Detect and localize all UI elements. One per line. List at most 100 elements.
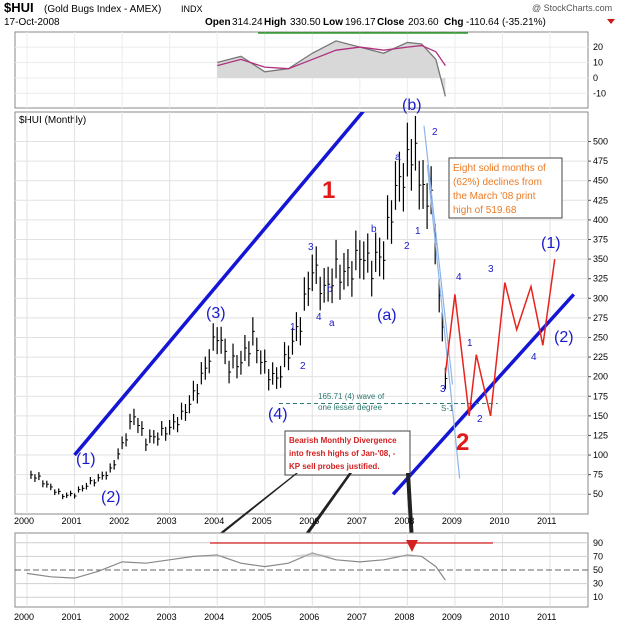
minor-b-mid: b xyxy=(327,284,333,295)
projection-2: 2 xyxy=(477,414,483,425)
orange-note-line-1: Eight solid months of xyxy=(453,163,546,174)
index-name: (Gold Bugs Index - AMEX) xyxy=(44,4,161,15)
x-tick-label: 2002 xyxy=(109,516,129,526)
minor-2-left: 2 xyxy=(300,361,306,372)
wave-2-paren-label: (2) xyxy=(101,489,121,506)
high-value: 330.50 xyxy=(290,17,321,28)
minor-2-top: 2 xyxy=(432,127,438,138)
rsi-x-tick-label: 2002 xyxy=(109,612,129,622)
orange-note-line-2: (62%) declines from xyxy=(453,177,542,188)
y-tick-label: 300 xyxy=(593,293,608,303)
rsi-x-tick-label: 2004 xyxy=(204,612,224,622)
minor-a-mid: a xyxy=(329,318,335,329)
y-tick-label: 325 xyxy=(593,274,608,284)
low-label: Low xyxy=(323,17,343,28)
chg-label: Chg xyxy=(444,17,463,28)
open-value: 314.24 xyxy=(232,17,263,28)
ohlc-readout: Open 314.24 High 330.50 Low 196.17 Close… xyxy=(205,17,615,28)
wave-1-paren-label: (1) xyxy=(76,451,96,468)
y-tick-label: 350 xyxy=(593,254,608,264)
y-tick-label: 425 xyxy=(593,195,608,205)
wave-b-label: (b) xyxy=(402,97,422,114)
macd-y-tick-label: 0 xyxy=(593,73,598,83)
minor-4-right: 4 xyxy=(456,272,462,283)
close-value: 203.60 xyxy=(408,17,439,28)
x-tick-label: 2009 xyxy=(442,516,462,526)
x-tick-label: 2007 xyxy=(347,516,367,526)
y-tick-label: 400 xyxy=(593,215,608,225)
minor-1-left: 1 xyxy=(290,322,296,333)
chg-value: -110.64 (-35.21%) xyxy=(466,17,546,28)
wave-3-paren-label: (3) xyxy=(206,305,226,322)
support-note-line-1: 165.71 (4) wave of xyxy=(318,392,385,401)
rsi-x-tick-label: 2011 xyxy=(537,612,556,622)
close-label: Close xyxy=(377,17,405,28)
y-tick-label: 100 xyxy=(593,450,608,460)
x-axis-rsi: 2000 2001 2002 2003 2004 2005 2006 2007 2008 2009… xyxy=(14,612,556,622)
rsi-y-tick-label: 70 xyxy=(593,551,603,561)
minor-b-top: b xyxy=(371,224,377,235)
panel-label: $HUI (Monthly) xyxy=(19,115,86,126)
x-tick-label: 2001 xyxy=(62,516,82,526)
rsi-y-tick-label: 90 xyxy=(593,538,603,548)
rsi-x-tick-label: 2005 xyxy=(252,612,272,622)
hui-chart: $HUI (Gold Bugs Index - AMEX) INDX 17-Oc… xyxy=(0,0,625,625)
macd-y-axis: -10 0 10 20 xyxy=(593,42,606,98)
red-note-box: Bearish Monthly Divergence into fresh hi… xyxy=(285,431,410,475)
exchange: INDX xyxy=(181,4,203,14)
chart-date: 17-Oct-2008 xyxy=(4,17,60,28)
symbol: $HUI xyxy=(4,0,34,15)
wave-4-paren-label: (4) xyxy=(268,406,288,423)
rsi-x-tick-label: 2000 xyxy=(14,612,34,622)
projection-1-paren-label: (1) xyxy=(541,235,561,252)
rsi-x-tick-label: 2010 xyxy=(489,612,509,622)
watermark: @ StockCharts.com xyxy=(532,3,612,13)
y-tick-label: 275 xyxy=(593,313,608,323)
x-tick-label: 2004 xyxy=(204,516,224,526)
y-tick-label: 175 xyxy=(593,391,608,401)
y-tick-label: 375 xyxy=(593,234,608,244)
y-tick-label: 250 xyxy=(593,332,608,342)
high-label: High xyxy=(264,17,286,28)
rsi-x-tick-label: 2008 xyxy=(394,612,414,622)
macd-y-tick-label: 20 xyxy=(593,42,603,52)
minor-3-left: 3 xyxy=(308,242,314,253)
y-tick-label: 450 xyxy=(593,176,608,186)
rsi-x-tick-label: 2009 xyxy=(442,612,462,622)
y-tick-label: 50 xyxy=(593,489,603,499)
x-tick-label: 2003 xyxy=(157,516,177,526)
macd-y-tick-label: 10 xyxy=(593,58,603,68)
y-tick-label: 150 xyxy=(593,411,608,421)
minor-4-left: 4 xyxy=(316,312,322,323)
orange-note-box: Eight solid months of (62%) declines fro… xyxy=(449,158,562,218)
wave-1-label: 1 xyxy=(322,177,335,204)
price-y-axis: 50 75 100 125 150 175 200 225 250 275 300 325 350 375… xyxy=(588,137,608,500)
red-note-line-1: Bearish Monthly Divergence xyxy=(289,436,397,445)
y-tick-label: 475 xyxy=(593,156,608,166)
x-tick-label: 2008 xyxy=(394,516,414,526)
support-note-line-2: one lesser degree xyxy=(318,403,383,412)
projection-4: 4 xyxy=(531,352,537,363)
y-tick-label: 200 xyxy=(593,372,608,382)
y-tick-label: 125 xyxy=(593,430,608,440)
down-arrow-icon xyxy=(607,19,615,24)
orange-note-line-4: high of 519.68 xyxy=(453,205,517,216)
x-tick-label: 2006 xyxy=(299,516,319,526)
wave-a-label: (a) xyxy=(377,307,397,324)
x-tick-label: 2010 xyxy=(489,516,509,526)
y-tick-label: 500 xyxy=(593,137,608,147)
rsi-y-axis: 10 30 50 70 90 xyxy=(593,538,603,602)
low-value: 196.17 xyxy=(345,17,376,28)
macd-y-tick-label: -10 xyxy=(593,88,606,98)
minor-a-top: a xyxy=(395,152,401,163)
projection-1: 1 xyxy=(467,338,473,349)
minor-2-right: 2 xyxy=(404,241,410,252)
red-note-line-3: KP sell probes justified. xyxy=(289,462,380,471)
open-label: Open xyxy=(205,17,231,28)
x-axis-main: 2000 2001 2002 2003 2004 2005 2006 2007 2008 2009… xyxy=(14,516,556,526)
orange-note-line-3: the March '08 print xyxy=(453,191,536,202)
x-tick-label: 2005 xyxy=(252,516,272,526)
red-note-line-2: into fresh highs of Jan-'08, - xyxy=(289,449,396,458)
minor-1-right: 1 xyxy=(415,226,421,237)
y-tick-label: 225 xyxy=(593,352,608,362)
